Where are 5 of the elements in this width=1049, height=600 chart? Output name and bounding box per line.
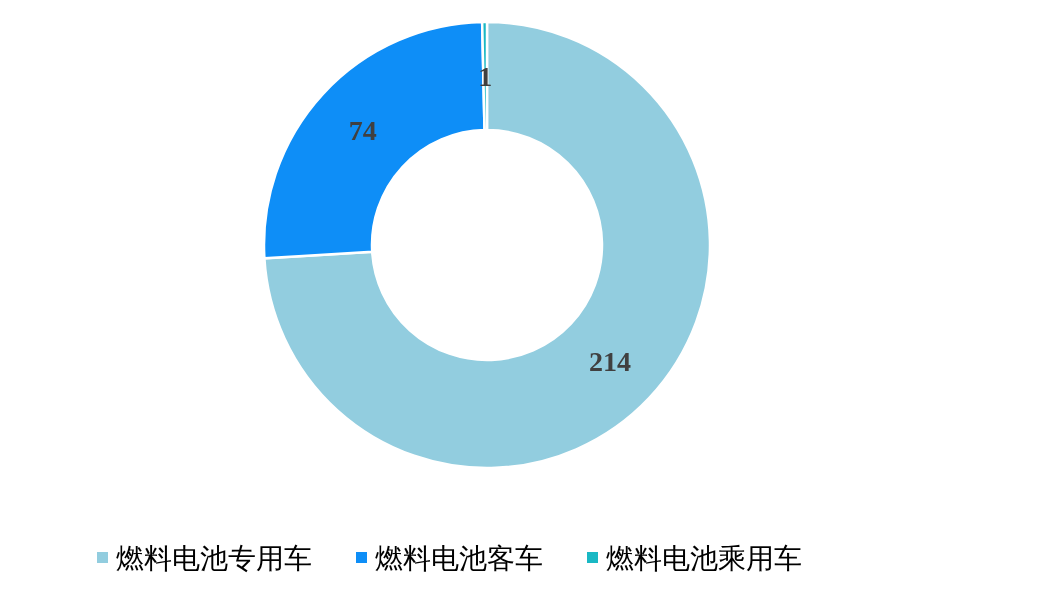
- data-label: 214: [589, 345, 632, 377]
- legend-label: 燃料电池客车: [375, 542, 543, 575]
- legend-label: 燃料电池专用车: [116, 542, 312, 575]
- data-label: 74: [348, 115, 377, 147]
- legend-label: 燃料电池乘用车: [606, 542, 802, 575]
